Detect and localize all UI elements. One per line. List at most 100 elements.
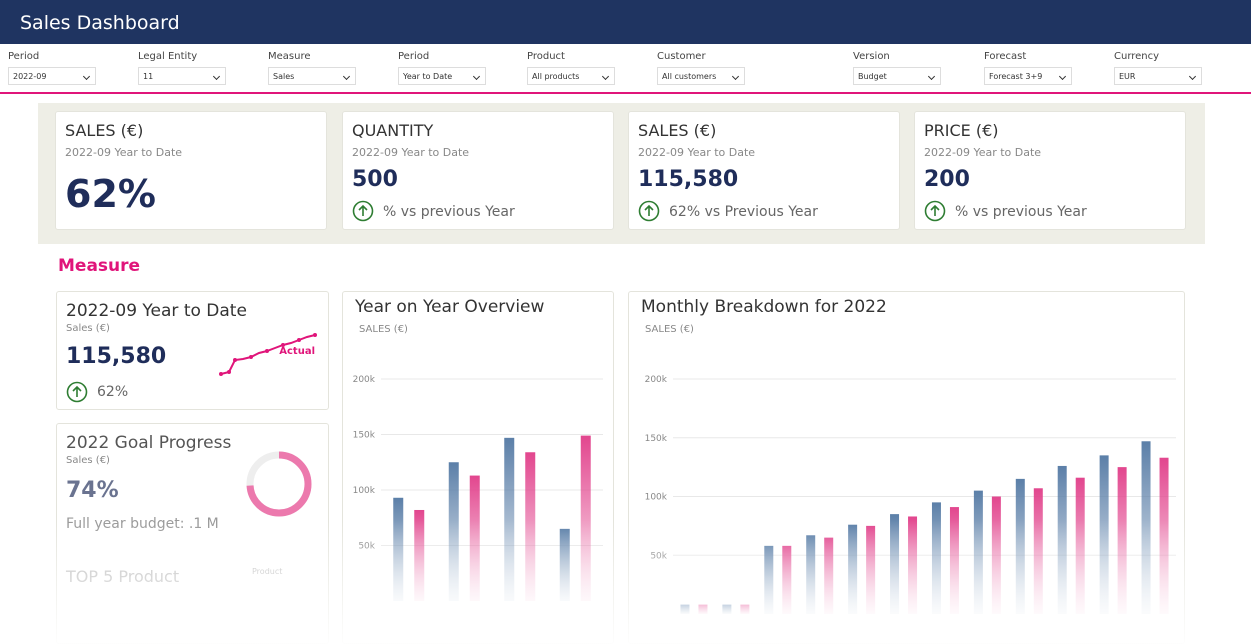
card-title: 2022-09 Year to Date xyxy=(66,301,247,321)
filter: Period 2022-09 xyxy=(8,51,96,85)
goal-card: 2022 Goal Progress Sales (€) 74% Full ye… xyxy=(56,423,329,644)
card-title: TOP 5 Product xyxy=(66,567,180,586)
filter: Currency EUR xyxy=(1114,51,1202,85)
dropdown[interactable]: Forecast 3+9 xyxy=(984,67,1072,85)
filter-label: Period xyxy=(398,51,430,62)
chart: Year on Year Overview SALES (€) 50k 100k 150… xyxy=(353,297,603,601)
bar xyxy=(908,516,918,614)
dropdown[interactable]: Sales xyxy=(268,67,356,85)
bar xyxy=(1015,478,1025,614)
card-value: 115,580 xyxy=(66,344,167,369)
bar xyxy=(866,525,876,614)
filter-label: Forecast xyxy=(984,51,1027,62)
filter-label: Measure xyxy=(268,51,311,62)
bar xyxy=(525,452,536,601)
y-tick-label: 200k xyxy=(645,375,668,385)
bar xyxy=(973,490,983,614)
y-tick-label: 150k xyxy=(645,434,668,444)
chart-card: Monthly Breakdown for 2022 SALES (€) 50k 10… xyxy=(628,291,1185,644)
bar xyxy=(1117,467,1127,614)
filter-label: Currency xyxy=(1114,51,1160,62)
filter: Forecast Forecast 3+9 xyxy=(984,51,1072,85)
dropdown[interactable]: All products xyxy=(527,67,615,85)
bar xyxy=(1141,441,1151,614)
bar xyxy=(680,604,690,614)
bar xyxy=(448,462,459,601)
bar xyxy=(1159,457,1169,614)
bar xyxy=(1099,455,1109,614)
progress-arc xyxy=(246,451,312,517)
bar xyxy=(764,545,774,614)
bar xyxy=(848,524,858,614)
bar xyxy=(414,509,425,601)
kpi-title: SALES (€) xyxy=(638,121,717,140)
kpi-value: 500 xyxy=(352,167,398,192)
bar xyxy=(580,435,591,601)
bar xyxy=(931,502,941,614)
kpi-title: QUANTITY xyxy=(352,121,434,140)
bar xyxy=(722,604,732,614)
kpi-value: 200 xyxy=(924,167,970,192)
filter-label: Customer xyxy=(657,51,706,62)
bar xyxy=(949,507,959,614)
chart-title: Monthly Breakdown for 2022 xyxy=(641,297,887,317)
y-tick-label: 100k xyxy=(353,486,376,496)
kpi-card: SALES (€) 2022-09 Year to Date 115,580 62% … xyxy=(628,111,900,230)
ytd-card: 2022-09 Year to Date Sales (€) 115,580 6… xyxy=(56,291,329,410)
filter: Legal Entity 11 xyxy=(138,51,226,85)
dropdown[interactable]: 11 xyxy=(138,67,226,85)
bar xyxy=(1057,465,1067,614)
bar xyxy=(824,537,834,614)
chart-card: Year on Year Overview SALES (€) 50k 100k 150… xyxy=(342,291,614,644)
bar xyxy=(890,514,900,614)
section-title: Measure xyxy=(58,256,141,276)
kpi-change: 62% vs Previous Year xyxy=(669,204,818,220)
dropdown[interactable]: All customers xyxy=(657,67,745,85)
dropdown[interactable]: Year to Date xyxy=(398,67,486,85)
dropdown[interactable]: EUR xyxy=(1114,67,1202,85)
bar xyxy=(782,545,792,614)
chart: Monthly Breakdown for 2022 SALES (€) 50k 10… xyxy=(641,297,1176,614)
kpi-change: % vs previous Year xyxy=(383,204,515,220)
kpi-subtitle: 2022-09 Year to Date xyxy=(638,146,756,159)
bar xyxy=(393,497,404,601)
sparkline-label: Actual xyxy=(279,346,315,357)
kpi-card: PRICE (€) 2022-09 Year to Date 200 % vs pre… xyxy=(914,111,1186,230)
dropdown[interactable]: Product xyxy=(252,567,283,576)
dropdown[interactable]: Budget xyxy=(853,67,941,85)
filter-label: Legal Entity xyxy=(138,51,198,62)
card-subtitle: Sales (€) xyxy=(66,323,110,334)
y-axis-label: SALES (€) xyxy=(359,324,408,335)
filter: Product All products xyxy=(527,51,615,85)
kpi-subtitle: 2022-09 Year to Date xyxy=(65,146,183,159)
filter: Measure Sales xyxy=(268,51,356,85)
filter: Version Budget xyxy=(853,51,941,85)
filter: Customer All customers xyxy=(657,51,745,85)
y-tick-label: 200k xyxy=(353,375,376,385)
bar xyxy=(504,437,515,601)
kpi-change: % vs previous Year xyxy=(955,204,1087,220)
filter-label: Product xyxy=(527,51,565,62)
kpi-subtitle: 2022-09 Year to Date xyxy=(924,146,1042,159)
sparkline: Actual xyxy=(219,333,317,376)
filter-label: Period xyxy=(8,51,40,62)
bar xyxy=(1033,488,1043,614)
bar xyxy=(806,535,816,614)
kpi-value: 62% xyxy=(65,172,156,216)
kpi-title: PRICE (€) xyxy=(924,121,999,140)
chart-title: Year on Year Overview xyxy=(354,297,545,317)
bar xyxy=(991,496,1001,614)
y-tick-label: 50k xyxy=(650,551,667,561)
card-title: 2022 Goal Progress xyxy=(66,433,232,453)
up-icon xyxy=(924,200,946,222)
filter: Period Year to Date xyxy=(398,51,486,85)
progress-ring xyxy=(246,451,312,517)
card-change: 62% xyxy=(97,384,129,400)
bar xyxy=(698,604,708,614)
card-subtitle: Sales (€) xyxy=(66,455,110,466)
kpi-subtitle: 2022-09 Year to Date xyxy=(352,146,470,159)
bar xyxy=(1075,477,1085,614)
bar xyxy=(740,604,750,614)
dropdown[interactable]: 2022-09 xyxy=(8,67,96,85)
